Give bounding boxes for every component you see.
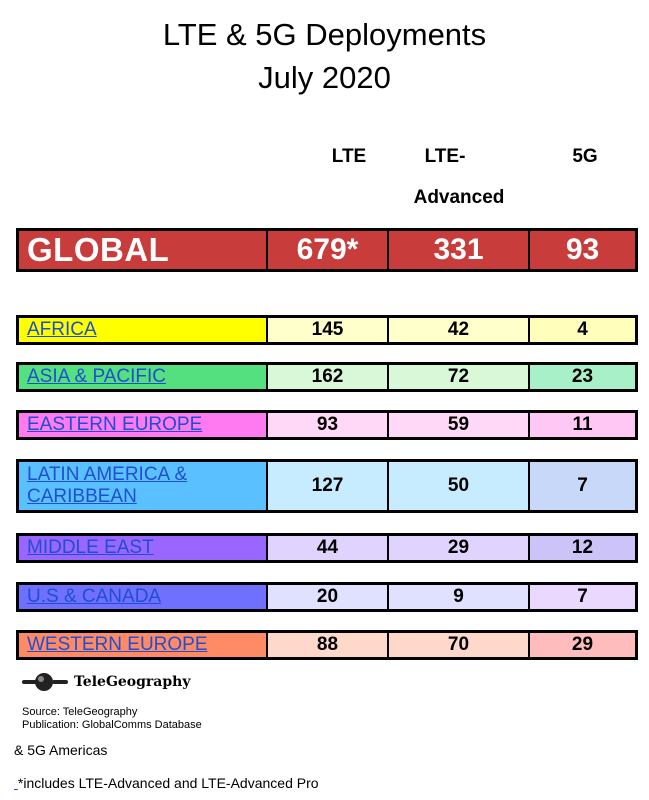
global-adv-cell: 331 — [389, 231, 530, 269]
region-adv-value: 9 — [453, 586, 464, 607]
region-lte-cell: 145 — [268, 318, 389, 342]
region-lte-cell: 44 — [268, 536, 389, 560]
region-lte-cell: 93 — [268, 413, 389, 437]
footnote-text: *includes LTE-Advanced and LTE-Advanced … — [17, 775, 319, 791]
region-5g-cell: 29 — [530, 633, 635, 657]
region-lte-value: 88 — [316, 634, 339, 655]
region-lte-value: 162 — [311, 366, 344, 387]
region-5g-cell: 23 — [530, 365, 635, 389]
source-line-1: Source: TeleGeography — [22, 706, 138, 718]
region-lte-cell: 20 — [268, 585, 389, 609]
region-adv-value: 42 — [447, 319, 470, 340]
region-name-cell: U.S & CANADA — [19, 585, 268, 609]
region-5g-value: 4 — [577, 319, 588, 340]
region-lte-value: 20 — [316, 586, 339, 607]
global-5g-value: 93 — [565, 233, 600, 266]
region-adv-cell: 42 — [389, 318, 530, 342]
region-adv-cell: 50 — [389, 462, 530, 510]
region-name-cell: ASIA & PACIFIC — [19, 365, 268, 389]
region-5g-cell: 11 — [530, 413, 635, 437]
telegeography-logo: TeleGeography — [22, 672, 190, 692]
note-5g-americas: & 5G Americas — [14, 742, 108, 758]
region-link-us-canada[interactable]: U.S & CANADA — [27, 586, 162, 607]
global-lte-cell: 679* — [268, 231, 389, 269]
region-link-western-europe[interactable]: WESTERN EUROPE — [27, 634, 208, 655]
region-adv-cell: 59 — [389, 413, 530, 437]
region-5g-value: 23 — [571, 366, 594, 387]
column-header-5g: 5G — [572, 146, 598, 167]
region-adv-value: 72 — [447, 366, 470, 387]
region-adv-cell: 72 — [389, 365, 530, 389]
region-5g-cell: 4 — [530, 318, 635, 342]
column-header-lte-advanced-line1: LTE- — [424, 146, 466, 167]
region-5g-value: 12 — [571, 537, 594, 558]
region-name-cell: WESTERN EUROPE — [19, 633, 268, 657]
column-header-lte-advanced-line2: Advanced — [413, 187, 505, 208]
region-5g-value: 7 — [577, 586, 588, 607]
region-lte-value: 44 — [316, 537, 339, 558]
region-5g-value: 11 — [572, 414, 593, 435]
region-link-middle-east[interactable]: MIDDLE EAST — [27, 537, 154, 558]
region-adv-value: 59 — [447, 414, 470, 435]
region-lte-value: 145 — [311, 319, 344, 340]
region-adv-cell: 29 — [389, 536, 530, 560]
region-adv-value: 70 — [447, 634, 470, 655]
global-label: GLOBAL — [27, 231, 170, 268]
region-name-cell: AFRICA — [19, 318, 268, 342]
region-row-latin-america: LATIN AMERICA & CARIBBEAN 127 50 7 — [16, 459, 638, 513]
title-line-2: July 2020 — [258, 60, 391, 95]
global-adv-value: 331 — [433, 233, 484, 266]
region-lte-cell: 162 — [268, 365, 389, 389]
region-row-eastern-europe: EASTERN EUROPE 93 59 11 — [16, 410, 638, 440]
footnote: *includes LTE-Advanced and LTE-Advanced … — [14, 775, 319, 791]
region-name-cell: LATIN AMERICA & CARIBBEAN — [19, 462, 268, 510]
telegeography-logo-icon — [22, 673, 68, 691]
region-adv-value: 50 — [447, 475, 470, 496]
region-link-latin-america-line1[interactable]: LATIN AMERICA & — [27, 464, 188, 485]
region-5g-cell: 7 — [530, 462, 635, 510]
region-5g-value: 7 — [577, 475, 588, 496]
title-line-1: LTE & 5G Deployments — [162, 17, 487, 52]
column-header-lte: LTE — [331, 146, 367, 167]
region-lte-cell: 127 — [268, 462, 389, 510]
region-5g-cell: 7 — [530, 585, 635, 609]
global-lte-value: 679* — [296, 233, 359, 266]
region-lte-cell: 88 — [268, 633, 389, 657]
region-row-asia-pacific: ASIA & PACIFIC 162 72 23 — [16, 362, 638, 392]
global-row: GLOBAL 679* 331 93 — [16, 228, 638, 272]
region-link-latin-america-line2[interactable]: CARIBBEAN — [27, 486, 137, 507]
region-lte-value: 93 — [316, 414, 339, 435]
region-row-middle-east: MIDDLE EAST 44 29 12 — [16, 533, 638, 563]
region-5g-value: 29 — [571, 634, 594, 655]
region-row-africa: AFRICA 145 42 4 — [16, 315, 638, 345]
region-link-asia-pacific[interactable]: ASIA & PACIFIC — [27, 366, 167, 387]
region-row-western-europe: WESTERN EUROPE 88 70 29 — [16, 630, 638, 660]
region-adv-value: 29 — [447, 537, 470, 558]
region-adv-cell: 70 — [389, 633, 530, 657]
global-label-cell: GLOBAL — [19, 231, 268, 269]
region-lte-value: 127 — [311, 475, 344, 496]
logo-text: TeleGeography — [74, 674, 191, 690]
region-name-cell: MIDDLE EAST — [19, 536, 268, 560]
region-name-cell: EASTERN EUROPE — [19, 413, 268, 437]
region-row-us-canada: U.S & CANADA 20 9 7 — [16, 582, 638, 612]
source-line-2: Publication: GlobalComms Database — [22, 719, 202, 731]
global-5g-cell: 93 — [530, 231, 635, 269]
region-link-africa[interactable]: AFRICA — [27, 319, 97, 340]
region-5g-cell: 12 — [530, 536, 635, 560]
region-adv-cell: 9 — [389, 585, 530, 609]
region-link-eastern-europe[interactable]: EASTERN EUROPE — [27, 414, 203, 435]
